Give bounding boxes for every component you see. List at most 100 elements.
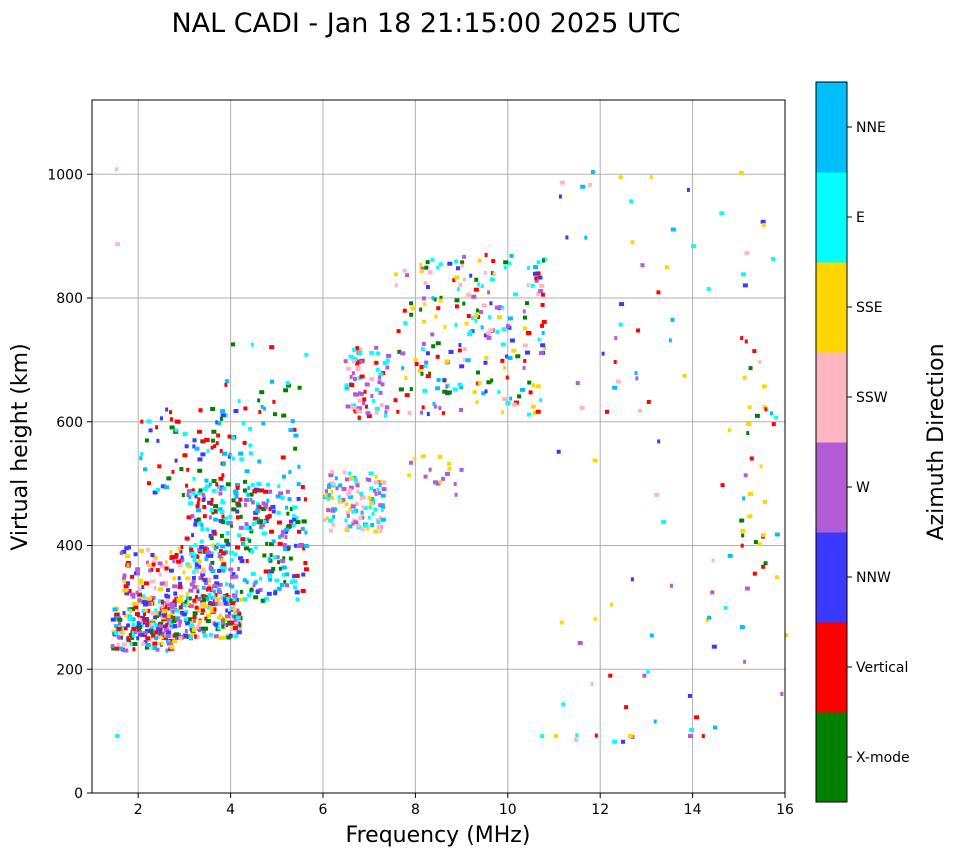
echo-point xyxy=(747,514,753,519)
echo-point xyxy=(202,547,207,552)
echo-point xyxy=(288,556,293,561)
echo-point xyxy=(197,468,203,473)
echo-point xyxy=(458,342,462,347)
echo-point xyxy=(467,332,473,337)
echo-point xyxy=(332,514,336,519)
echo-point xyxy=(248,538,252,543)
echo-point xyxy=(373,529,379,534)
echo-point xyxy=(536,291,541,296)
echo-point xyxy=(158,572,162,577)
echo-point xyxy=(228,452,232,457)
echo-point xyxy=(753,539,758,544)
echo-point xyxy=(483,271,487,276)
echo-point xyxy=(190,631,196,636)
echo-point xyxy=(165,636,169,641)
echo-point xyxy=(171,609,175,614)
echo-point xyxy=(243,406,248,411)
echo-point xyxy=(360,510,364,515)
echo-point xyxy=(119,625,124,630)
echo-point xyxy=(472,390,477,395)
echo-point xyxy=(221,596,225,601)
echo-point xyxy=(430,257,435,262)
echo-point xyxy=(471,294,477,299)
echo-point xyxy=(292,585,297,590)
echo-point xyxy=(261,421,266,426)
echo-point xyxy=(420,454,426,459)
echo-point xyxy=(147,645,152,650)
echo-point xyxy=(689,727,695,732)
echo-point xyxy=(247,486,251,491)
echo-point xyxy=(220,558,224,563)
echo-point xyxy=(153,646,158,651)
echo-point xyxy=(466,292,472,297)
echo-point xyxy=(540,323,545,328)
echo-point xyxy=(368,505,372,510)
echo-point xyxy=(216,542,220,547)
echo-point xyxy=(538,289,544,294)
echo-point xyxy=(238,597,244,602)
echo-point xyxy=(530,283,535,288)
echo-point xyxy=(218,554,222,559)
echo-point xyxy=(132,601,138,606)
echo-point xyxy=(294,573,300,578)
echo-point xyxy=(159,564,165,569)
echo-point xyxy=(331,522,336,527)
echo-point xyxy=(760,219,766,224)
echo-point xyxy=(740,272,746,277)
echo-point xyxy=(181,493,185,498)
echo-point xyxy=(148,428,153,433)
echo-point xyxy=(237,533,242,538)
echo-point xyxy=(193,543,197,548)
echo-point xyxy=(123,613,128,618)
echo-point xyxy=(353,478,358,483)
echo-point xyxy=(219,487,223,492)
echo-point xyxy=(462,277,466,282)
echo-point xyxy=(157,464,162,469)
echo-point xyxy=(354,392,360,397)
echo-point xyxy=(365,411,371,416)
echo-point xyxy=(145,636,151,641)
echo-point xyxy=(295,516,299,521)
echo-point xyxy=(361,505,365,510)
echo-point xyxy=(629,199,634,204)
echo-point xyxy=(420,371,424,376)
echo-point xyxy=(218,476,224,481)
y-tick-label: 400 xyxy=(56,539,83,555)
echo-point xyxy=(541,319,547,324)
echo-point xyxy=(360,527,365,532)
echo-point xyxy=(258,588,263,593)
echo-point xyxy=(446,390,452,395)
echo-point xyxy=(278,534,282,539)
echo-point xyxy=(213,517,219,522)
echo-point xyxy=(139,578,144,583)
echo-point xyxy=(371,398,375,403)
echo-point xyxy=(172,584,178,589)
echo-point xyxy=(194,634,198,639)
echo-point xyxy=(327,493,332,498)
x-tick-label: 2 xyxy=(134,802,143,818)
x-tick-label: 6 xyxy=(319,802,328,818)
echo-point xyxy=(152,490,158,495)
echo-point xyxy=(232,626,238,631)
echo-point xyxy=(480,284,484,289)
echo-point xyxy=(269,553,273,558)
echo-point xyxy=(505,375,509,380)
echo-point xyxy=(166,614,171,619)
x-tick-label: 10 xyxy=(499,802,517,818)
echo-point xyxy=(124,591,130,596)
echo-point xyxy=(271,539,276,544)
echo-point xyxy=(145,547,150,552)
echo-point xyxy=(195,625,199,630)
echo-point xyxy=(393,398,398,403)
echo-point xyxy=(198,576,202,581)
echo-point xyxy=(216,433,221,438)
echo-point xyxy=(619,302,625,307)
echo-point xyxy=(137,625,143,630)
echo-point xyxy=(114,616,120,621)
echo-point xyxy=(248,443,253,448)
echo-point xyxy=(448,349,454,354)
echo-point xyxy=(535,409,541,414)
echo-point xyxy=(131,622,136,627)
echo-point xyxy=(409,387,413,392)
echo-point xyxy=(348,506,352,511)
